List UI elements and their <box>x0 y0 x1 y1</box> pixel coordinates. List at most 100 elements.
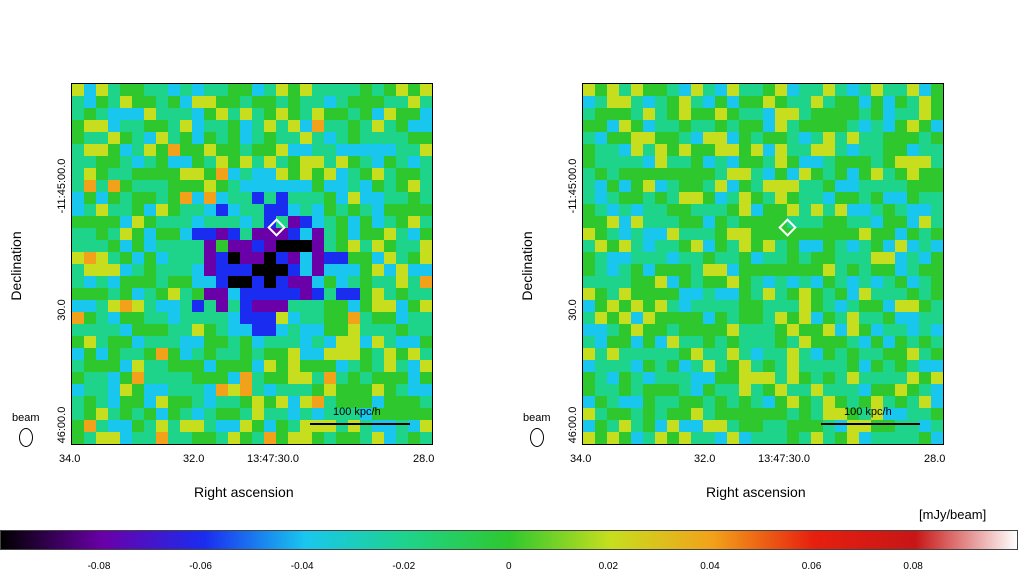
map-pixel <box>871 264 883 276</box>
map-pixel <box>655 252 667 264</box>
map-pixel <box>907 324 919 336</box>
map-pixel <box>931 324 943 336</box>
map-pixel <box>120 84 132 96</box>
map-pixel <box>132 252 144 264</box>
map-pixel <box>84 264 96 276</box>
map-pixel <box>228 252 240 264</box>
map-pixel <box>192 408 204 420</box>
map-pixel <box>144 360 156 372</box>
map-pixel <box>180 180 192 192</box>
map-pixel <box>931 168 943 180</box>
map-pixel <box>895 324 907 336</box>
map-pixel <box>132 336 144 348</box>
map-pixel <box>240 204 252 216</box>
map-pixel <box>132 324 144 336</box>
right-map <box>582 83 944 445</box>
map-pixel <box>667 324 679 336</box>
map-pixel <box>835 324 847 336</box>
map-pixel <box>336 252 348 264</box>
map-pixel <box>180 288 192 300</box>
map-pixel <box>643 324 655 336</box>
map-pixel <box>288 180 300 192</box>
map-pixel <box>787 276 799 288</box>
map-pixel <box>835 84 847 96</box>
map-pixel <box>787 192 799 204</box>
map-pixel <box>703 252 715 264</box>
map-pixel <box>607 408 619 420</box>
map-pixel <box>180 276 192 288</box>
map-pixel <box>240 132 252 144</box>
map-pixel <box>703 324 715 336</box>
map-pixel <box>168 432 180 444</box>
map-pixel <box>679 300 691 312</box>
map-pixel <box>691 264 703 276</box>
map-pixel <box>907 84 919 96</box>
map-pixel <box>336 216 348 228</box>
map-pixel <box>847 396 859 408</box>
map-pixel <box>655 216 667 228</box>
map-pixel <box>408 420 420 432</box>
map-pixel <box>96 300 108 312</box>
map-pixel <box>919 96 931 108</box>
map-pixel <box>276 372 288 384</box>
map-pixel <box>619 396 631 408</box>
map-pixel <box>132 360 144 372</box>
map-pixel <box>216 288 228 300</box>
map-pixel <box>619 384 631 396</box>
map-pixel <box>739 252 751 264</box>
map-pixel <box>204 300 216 312</box>
map-pixel <box>348 216 360 228</box>
map-pixel <box>96 348 108 360</box>
map-pixel <box>655 96 667 108</box>
map-pixel <box>396 204 408 216</box>
map-pixel <box>883 420 895 432</box>
map-pixel <box>204 276 216 288</box>
map-pixel <box>763 96 775 108</box>
map-pixel <box>156 372 168 384</box>
map-pixel <box>739 336 751 348</box>
map-pixel <box>384 300 396 312</box>
map-pixel <box>595 216 607 228</box>
right-ytick-2: 30.0 <box>567 299 579 321</box>
map-pixel <box>252 288 264 300</box>
map-pixel <box>276 324 288 336</box>
map-pixel <box>168 228 180 240</box>
map-pixel <box>715 84 727 96</box>
map-pixel <box>811 432 823 444</box>
map-pixel <box>396 252 408 264</box>
map-pixel <box>168 312 180 324</box>
map-pixel <box>396 132 408 144</box>
map-pixel <box>132 312 144 324</box>
map-pixel <box>703 240 715 252</box>
map-pixel <box>811 228 823 240</box>
map-pixel <box>859 264 871 276</box>
map-pixel <box>595 300 607 312</box>
map-pixel <box>787 240 799 252</box>
map-pixel <box>727 228 739 240</box>
map-pixel <box>240 288 252 300</box>
map-pixel <box>372 84 384 96</box>
map-pixel <box>655 84 667 96</box>
map-pixel <box>631 132 643 144</box>
map-pixel <box>216 312 228 324</box>
map-pixel <box>595 312 607 324</box>
map-pixel <box>823 360 835 372</box>
map-pixel <box>348 168 360 180</box>
colorbar-tick-label: -0.06 <box>189 561 212 572</box>
map-pixel <box>931 408 943 420</box>
map-pixel <box>168 240 180 252</box>
map-pixel <box>619 372 631 384</box>
map-pixel <box>739 396 751 408</box>
map-pixel <box>595 204 607 216</box>
map-pixel <box>72 144 84 156</box>
map-pixel <box>895 156 907 168</box>
map-pixel <box>324 396 336 408</box>
map-pixel <box>132 276 144 288</box>
map-pixel <box>120 132 132 144</box>
map-pixel <box>372 252 384 264</box>
map-pixel <box>811 312 823 324</box>
map-pixel <box>204 252 216 264</box>
map-pixel <box>715 228 727 240</box>
map-pixel <box>703 228 715 240</box>
map-pixel <box>384 336 396 348</box>
